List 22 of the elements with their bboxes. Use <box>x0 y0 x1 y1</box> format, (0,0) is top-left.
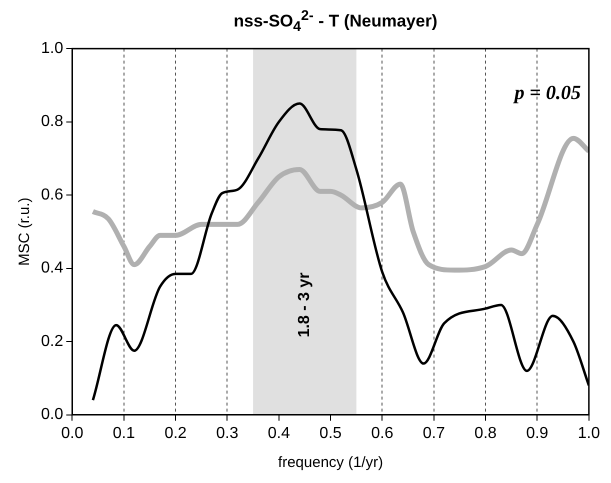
band-label: 1.8 - 3 yr <box>296 272 314 338</box>
x-axis-title: frequency (1/yr) <box>278 454 384 472</box>
x-tick-label: 0.1 <box>112 424 136 442</box>
x-tick-label: 0.5 <box>319 424 342 442</box>
x-tick-label: 0.7 <box>422 424 446 442</box>
y-tick-label: 1.0 <box>40 40 64 58</box>
x-tick-label: 0.9 <box>526 424 548 442</box>
x-tick-label: 0.6 <box>371 424 394 442</box>
chart-title: nss-SO$_{4}$$^{2-}$ - T (Neumayer) <box>232 8 438 36</box>
x-tick-label: 0.8 <box>474 424 497 442</box>
annotation: p = 0.05 <box>512 82 581 104</box>
y-tick-label: 0.6 <box>40 186 64 204</box>
x-tick-label: 1.0 <box>578 424 600 442</box>
x-tick-label: 0.4 <box>268 424 290 442</box>
x-tick-label: 0.0 <box>61 424 84 442</box>
y-axis-title: MSC (r.u.) <box>16 198 34 266</box>
y-tick-label: 0.8 <box>40 113 64 130</box>
y-tick-label: 0.2 <box>40 332 64 350</box>
x-tick-label: 0.3 <box>216 424 238 442</box>
x-tick-label: 0.2 <box>164 424 187 442</box>
y-tick-label: 0.0 <box>40 406 64 424</box>
y-tick-label: 0.4 <box>40 260 64 277</box>
